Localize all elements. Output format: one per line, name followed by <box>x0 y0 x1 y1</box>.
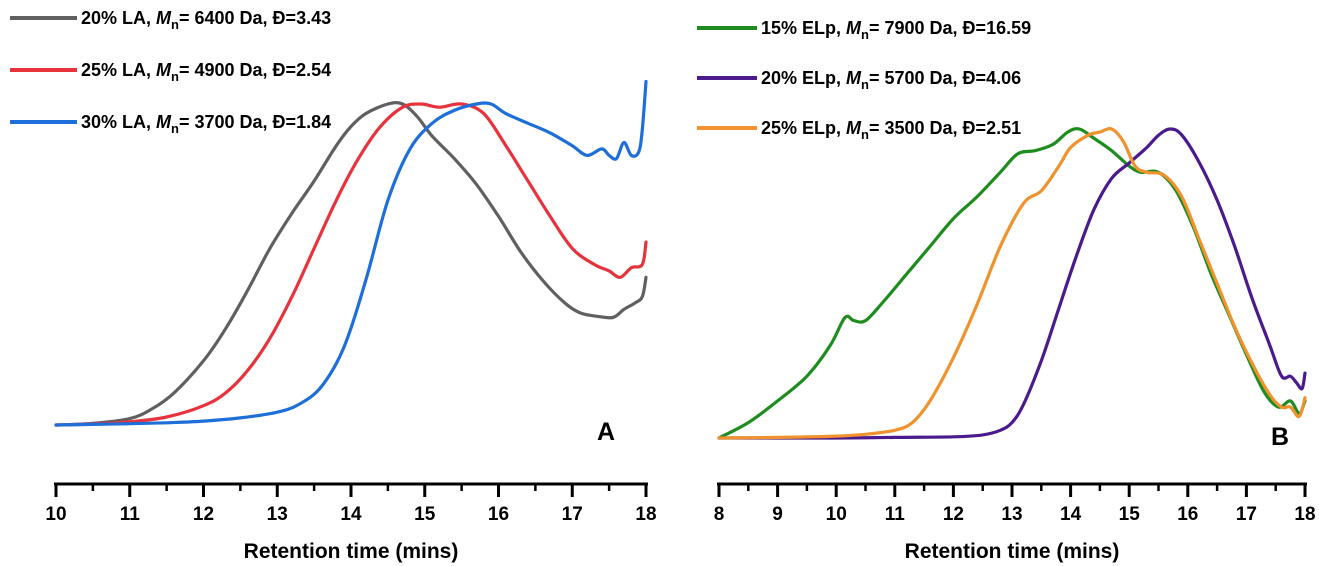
series-line-3 <box>717 127 1307 440</box>
x-tick-label: 8 <box>714 504 725 525</box>
legend-label: 25% ELp, Mn= 3500 Da, Đ=2.51 <box>761 118 1021 142</box>
panel-a-chart: 10 11 12 13 14 15 16 17 18 Retention time (mins) A… <box>10 8 657 563</box>
panel-letter: A <box>597 418 615 446</box>
x-tick-label: 15 <box>1119 504 1141 525</box>
legend-label: 20% LA, Mn= 6400 Da, Đ=3.43 <box>81 8 331 32</box>
x-tick-label: 14 <box>340 504 362 525</box>
x-tick-label: 13 <box>1001 504 1022 525</box>
legend-label: 30% LA, Mn= 3700 Da, Đ=1.84 <box>81 112 331 136</box>
legend-label: 15% ELp, Mn= 7900 Da, Đ=16.59 <box>761 18 1031 42</box>
x-tick-label: 13 <box>267 504 288 525</box>
x-tick-label: 18 <box>1294 504 1315 525</box>
x-tick-label: 14 <box>1060 504 1082 525</box>
legend-label: 20% ELp, Mn= 5700 Da, Đ=4.06 <box>761 68 1021 92</box>
panel-b-chart: 8 9 10 11 12 13 14 15 16 17 18 Retention time (mins… <box>697 18 1316 563</box>
legend-label: 25% LA, Mn= 4900 Da, Đ=2.54 <box>81 60 331 84</box>
x-tick-label: 12 <box>193 504 214 525</box>
x-tick-label: 11 <box>885 504 906 525</box>
x-axis-title: Retention time (mins) <box>905 540 1120 563</box>
x-tick-label: 10 <box>826 504 847 525</box>
x-tick-label: 16 <box>1177 504 1198 525</box>
x-tick-label: 11 <box>120 504 141 525</box>
x-tick-label: 18 <box>635 504 656 525</box>
series-line-1 <box>54 101 648 427</box>
x-tick-label: 15 <box>414 504 436 525</box>
series-line-3 <box>54 79 648 427</box>
panel-letter: B <box>1271 423 1289 451</box>
x-tick-label: 17 <box>562 504 583 525</box>
x-tick-label: 9 <box>772 504 783 525</box>
x-tick-label: 17 <box>1236 504 1257 525</box>
series-line-2 <box>717 127 1307 440</box>
x-tick-label: 10 <box>45 504 66 525</box>
x-tick-label: 16 <box>488 504 509 525</box>
x-tick-label: 12 <box>943 504 964 525</box>
x-axis-title: Retention time (mins) <box>244 540 459 563</box>
series-line-2 <box>54 102 648 427</box>
